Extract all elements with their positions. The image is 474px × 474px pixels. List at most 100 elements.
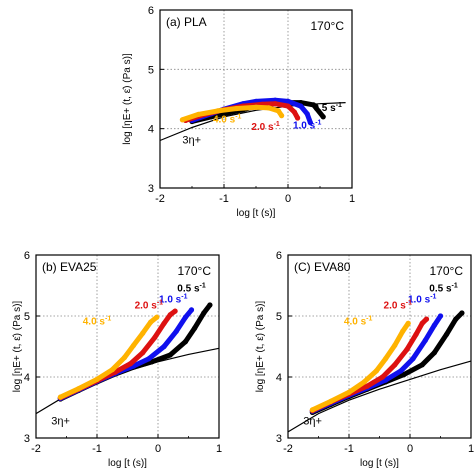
data-point (182, 339, 189, 345)
data-point (148, 319, 154, 325)
rate-label: 1.0 s-1 (408, 294, 437, 306)
data-point (398, 368, 404, 374)
rate-exponent: -1 (315, 120, 321, 127)
x-axis-label: log [t (s)] (108, 458, 147, 469)
data-point (253, 104, 259, 110)
y-tick-label: 3 (276, 433, 282, 445)
data-point (295, 115, 301, 121)
y-tick-label: 5 (148, 64, 154, 76)
data-point (423, 316, 430, 322)
rate-exponent: -1 (181, 294, 187, 301)
chart-panel: -2 -1 0 1 3 4 5 6 (a) PLA 170°C log [t (s)] log [ηE… (122, 5, 355, 219)
rate-value: 2.0 s (251, 122, 274, 133)
x-tick-label: -1 (92, 443, 102, 455)
rate-label: 2.0 s-1 (251, 121, 280, 133)
data-point (279, 113, 285, 119)
rate-value: 4.0 s (344, 317, 367, 328)
panel-title: (b) EVA25 (42, 260, 97, 274)
rate-label: 0.5 s-1 (177, 283, 206, 295)
chart-panel: -2 -1 0 1 3 4 5 6 (C) EVA80 170°C log [t (s)] log [… (255, 250, 474, 469)
data-point (167, 312, 173, 318)
data-point (328, 398, 334, 404)
rate-label: 4.0 s-1 (83, 316, 112, 328)
data-point (140, 330, 146, 336)
panel-title: (a) PLA (166, 15, 207, 29)
reference-label: 3η+ (51, 416, 70, 428)
rate-label: 0.5 s-1 (313, 102, 342, 114)
rate-label: 1.0 s-1 (293, 120, 322, 132)
data-point (311, 102, 317, 108)
x-tick-label: 0 (155, 443, 161, 455)
data-point (179, 117, 185, 123)
data-point (437, 313, 444, 319)
data-point (154, 314, 160, 320)
x-tick-label: -2 (155, 193, 165, 205)
rate-label: 2.0 s-1 (135, 300, 164, 312)
y-tick-label: 6 (276, 250, 282, 262)
x-tick-label: -2 (283, 443, 293, 455)
data-point (192, 325, 198, 331)
rate-value: 1.0 s (293, 121, 316, 132)
rate-value: 0.5 s (429, 284, 452, 295)
data-point (309, 407, 315, 413)
temperature-label: 170°C (178, 264, 212, 278)
data-point (172, 308, 178, 314)
data-point (373, 368, 379, 374)
rate-value: 4.0 s (83, 317, 106, 328)
data-point (109, 367, 115, 373)
data-point (304, 111, 310, 117)
rate-exponent: -1 (157, 300, 163, 307)
x-tick-label: 0 (285, 193, 291, 205)
x-axis-label: log [t (s)] (237, 208, 276, 219)
data-point (444, 331, 450, 337)
rate-exponent: -1 (274, 121, 280, 128)
data-point (188, 307, 195, 313)
x-tick-label: 1 (216, 443, 222, 455)
data-point (285, 98, 291, 104)
reference-curve (159, 102, 346, 142)
data-point (161, 343, 167, 350)
data-point (152, 334, 158, 340)
data-point (431, 322, 437, 328)
y-axis-label: log [ηE+ (t, ε̇) (Pa s)] (255, 301, 266, 393)
chart-panel: -2 -1 0 1 3 4 5 6 (b) EVA25 170°C log [t (s)] log [… (12, 250, 222, 469)
data-point (57, 394, 64, 400)
rate-exponent: -1 (105, 316, 111, 323)
y-tick-label: 3 (24, 433, 30, 445)
x-axis-label: log [t (s)] (360, 458, 399, 469)
x-tick-label: 1 (468, 443, 474, 455)
data-point (266, 105, 272, 111)
panel-title: (C) EVA80 (294, 260, 351, 274)
rate-label: 2.0 s-1 (384, 300, 413, 312)
rate-label: 4.0 s-1 (213, 114, 242, 126)
y-tick-label: 5 (276, 311, 282, 323)
reference-curve (35, 347, 220, 415)
data-point (128, 361, 134, 367)
x-tick-label: 1 (349, 193, 355, 205)
data-point (405, 320, 411, 326)
data-point (361, 379, 367, 385)
data-point (201, 310, 207, 316)
x-tick-label: -1 (344, 443, 354, 455)
data-point (404, 346, 410, 353)
x-tick-label: -2 (31, 443, 41, 455)
data-point (422, 337, 428, 343)
data-point (307, 120, 313, 126)
data-point (275, 108, 281, 114)
data-point (346, 389, 352, 395)
data-point (364, 383, 370, 389)
reference-curve (287, 360, 472, 433)
data-point (215, 108, 221, 114)
y-tick-label: 4 (276, 372, 282, 384)
data-point (207, 302, 213, 308)
rate-value: 4.0 s (213, 115, 236, 126)
data-point (459, 310, 465, 316)
temperature-label: 170°C (311, 19, 345, 33)
y-tick-label: 4 (24, 372, 30, 384)
data-point (419, 320, 425, 326)
x-tick-label: -1 (219, 193, 229, 205)
y-axis-label: log [ηE+ (t, ε̇) (Pa s)] (122, 53, 133, 145)
data-point (431, 350, 437, 356)
y-tick-label: 3 (148, 183, 154, 195)
data-point (291, 109, 297, 115)
